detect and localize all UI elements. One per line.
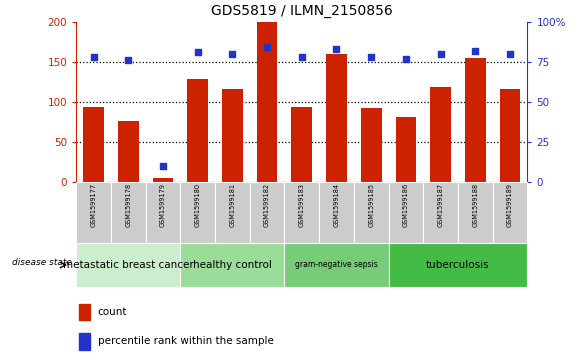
Point: [124, 57, 133, 63]
Bar: [493, 182, 527, 243]
Bar: [79, 304, 90, 320]
Bar: [222, 89, 243, 182]
Bar: [250, 182, 284, 243]
Title: GDS5819 / ILMN_2150856: GDS5819 / ILMN_2150856: [211, 4, 393, 18]
Bar: [83, 107, 104, 182]
Bar: [257, 22, 278, 182]
Bar: [145, 182, 180, 243]
Point: [332, 46, 341, 52]
Text: GSM1599178: GSM1599178: [125, 183, 131, 228]
Point: [263, 44, 272, 50]
Bar: [458, 182, 493, 243]
Point: [193, 49, 202, 55]
Text: GSM1599177: GSM1599177: [90, 183, 97, 228]
Bar: [354, 182, 389, 243]
Bar: [76, 243, 180, 287]
Bar: [118, 121, 139, 182]
Point: [228, 51, 237, 57]
Bar: [188, 79, 208, 182]
Point: [436, 51, 445, 57]
Bar: [180, 182, 215, 243]
Bar: [396, 117, 416, 182]
Text: healthy control: healthy control: [193, 260, 272, 270]
Bar: [319, 182, 354, 243]
Text: GSM1599182: GSM1599182: [264, 183, 270, 228]
Text: metastatic breast cancer: metastatic breast cancer: [63, 260, 193, 270]
Bar: [152, 178, 173, 182]
Text: gram-negative sepsis: gram-negative sepsis: [295, 261, 378, 269]
Bar: [76, 182, 111, 243]
Bar: [500, 89, 520, 182]
Point: [505, 51, 515, 57]
Text: count: count: [98, 307, 127, 317]
Bar: [326, 54, 347, 182]
Text: GSM1599184: GSM1599184: [333, 183, 339, 228]
Text: GSM1599189: GSM1599189: [507, 183, 513, 227]
Bar: [284, 182, 319, 243]
Bar: [111, 182, 145, 243]
Text: GSM1599187: GSM1599187: [438, 183, 444, 228]
Point: [89, 54, 98, 60]
Point: [158, 163, 168, 168]
Text: GSM1599188: GSM1599188: [472, 183, 478, 228]
Point: [471, 48, 480, 53]
Text: GSM1599185: GSM1599185: [368, 183, 374, 228]
Bar: [465, 58, 486, 182]
Point: [297, 54, 306, 60]
Text: GSM1599181: GSM1599181: [229, 183, 236, 227]
Bar: [284, 243, 389, 287]
Point: [366, 54, 376, 60]
Bar: [430, 87, 451, 182]
Bar: [389, 182, 423, 243]
Bar: [215, 182, 250, 243]
Text: percentile rank within the sample: percentile rank within the sample: [98, 337, 274, 346]
Bar: [291, 107, 312, 182]
Text: GSM1599183: GSM1599183: [299, 183, 305, 227]
Text: tuberculosis: tuberculosis: [426, 260, 490, 270]
Bar: [79, 333, 90, 350]
Text: GSM1599179: GSM1599179: [160, 183, 166, 227]
Point: [401, 56, 411, 61]
Bar: [361, 108, 381, 182]
Bar: [180, 243, 284, 287]
Bar: [389, 243, 527, 287]
Text: GSM1599186: GSM1599186: [403, 183, 409, 228]
Text: GSM1599180: GSM1599180: [195, 183, 200, 228]
Bar: [423, 182, 458, 243]
Text: disease state: disease state: [12, 258, 72, 267]
